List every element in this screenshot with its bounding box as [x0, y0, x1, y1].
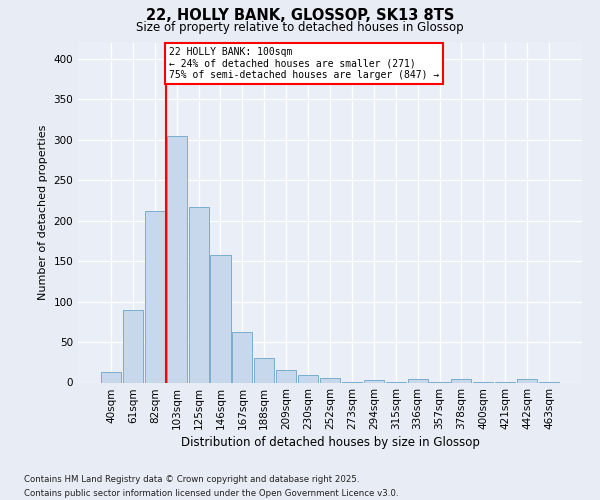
Text: Contains HM Land Registry data © Crown copyright and database right 2025.
Contai: Contains HM Land Registry data © Crown c… — [24, 476, 398, 498]
Bar — [123, 310, 143, 382]
Y-axis label: Number of detached properties: Number of detached properties — [38, 125, 48, 300]
Bar — [145, 211, 165, 382]
Bar — [451, 380, 472, 382]
Bar — [276, 370, 296, 382]
Bar — [517, 380, 537, 382]
Bar — [167, 136, 187, 382]
Bar — [298, 375, 318, 382]
Bar — [232, 332, 253, 382]
Bar — [211, 254, 230, 382]
Text: 22 HOLLY BANK: 100sqm
← 24% of detached houses are smaller (271)
75% of semi-det: 22 HOLLY BANK: 100sqm ← 24% of detached … — [169, 46, 439, 80]
Text: 22, HOLLY BANK, GLOSSOP, SK13 8TS: 22, HOLLY BANK, GLOSSOP, SK13 8TS — [146, 8, 454, 22]
Bar — [188, 207, 209, 382]
Bar — [101, 372, 121, 382]
Bar — [364, 380, 384, 382]
Bar — [254, 358, 274, 382]
Bar — [320, 378, 340, 382]
Text: Size of property relative to detached houses in Glossop: Size of property relative to detached ho… — [136, 21, 464, 34]
X-axis label: Distribution of detached houses by size in Glossop: Distribution of detached houses by size … — [181, 436, 479, 450]
Bar — [407, 380, 428, 382]
